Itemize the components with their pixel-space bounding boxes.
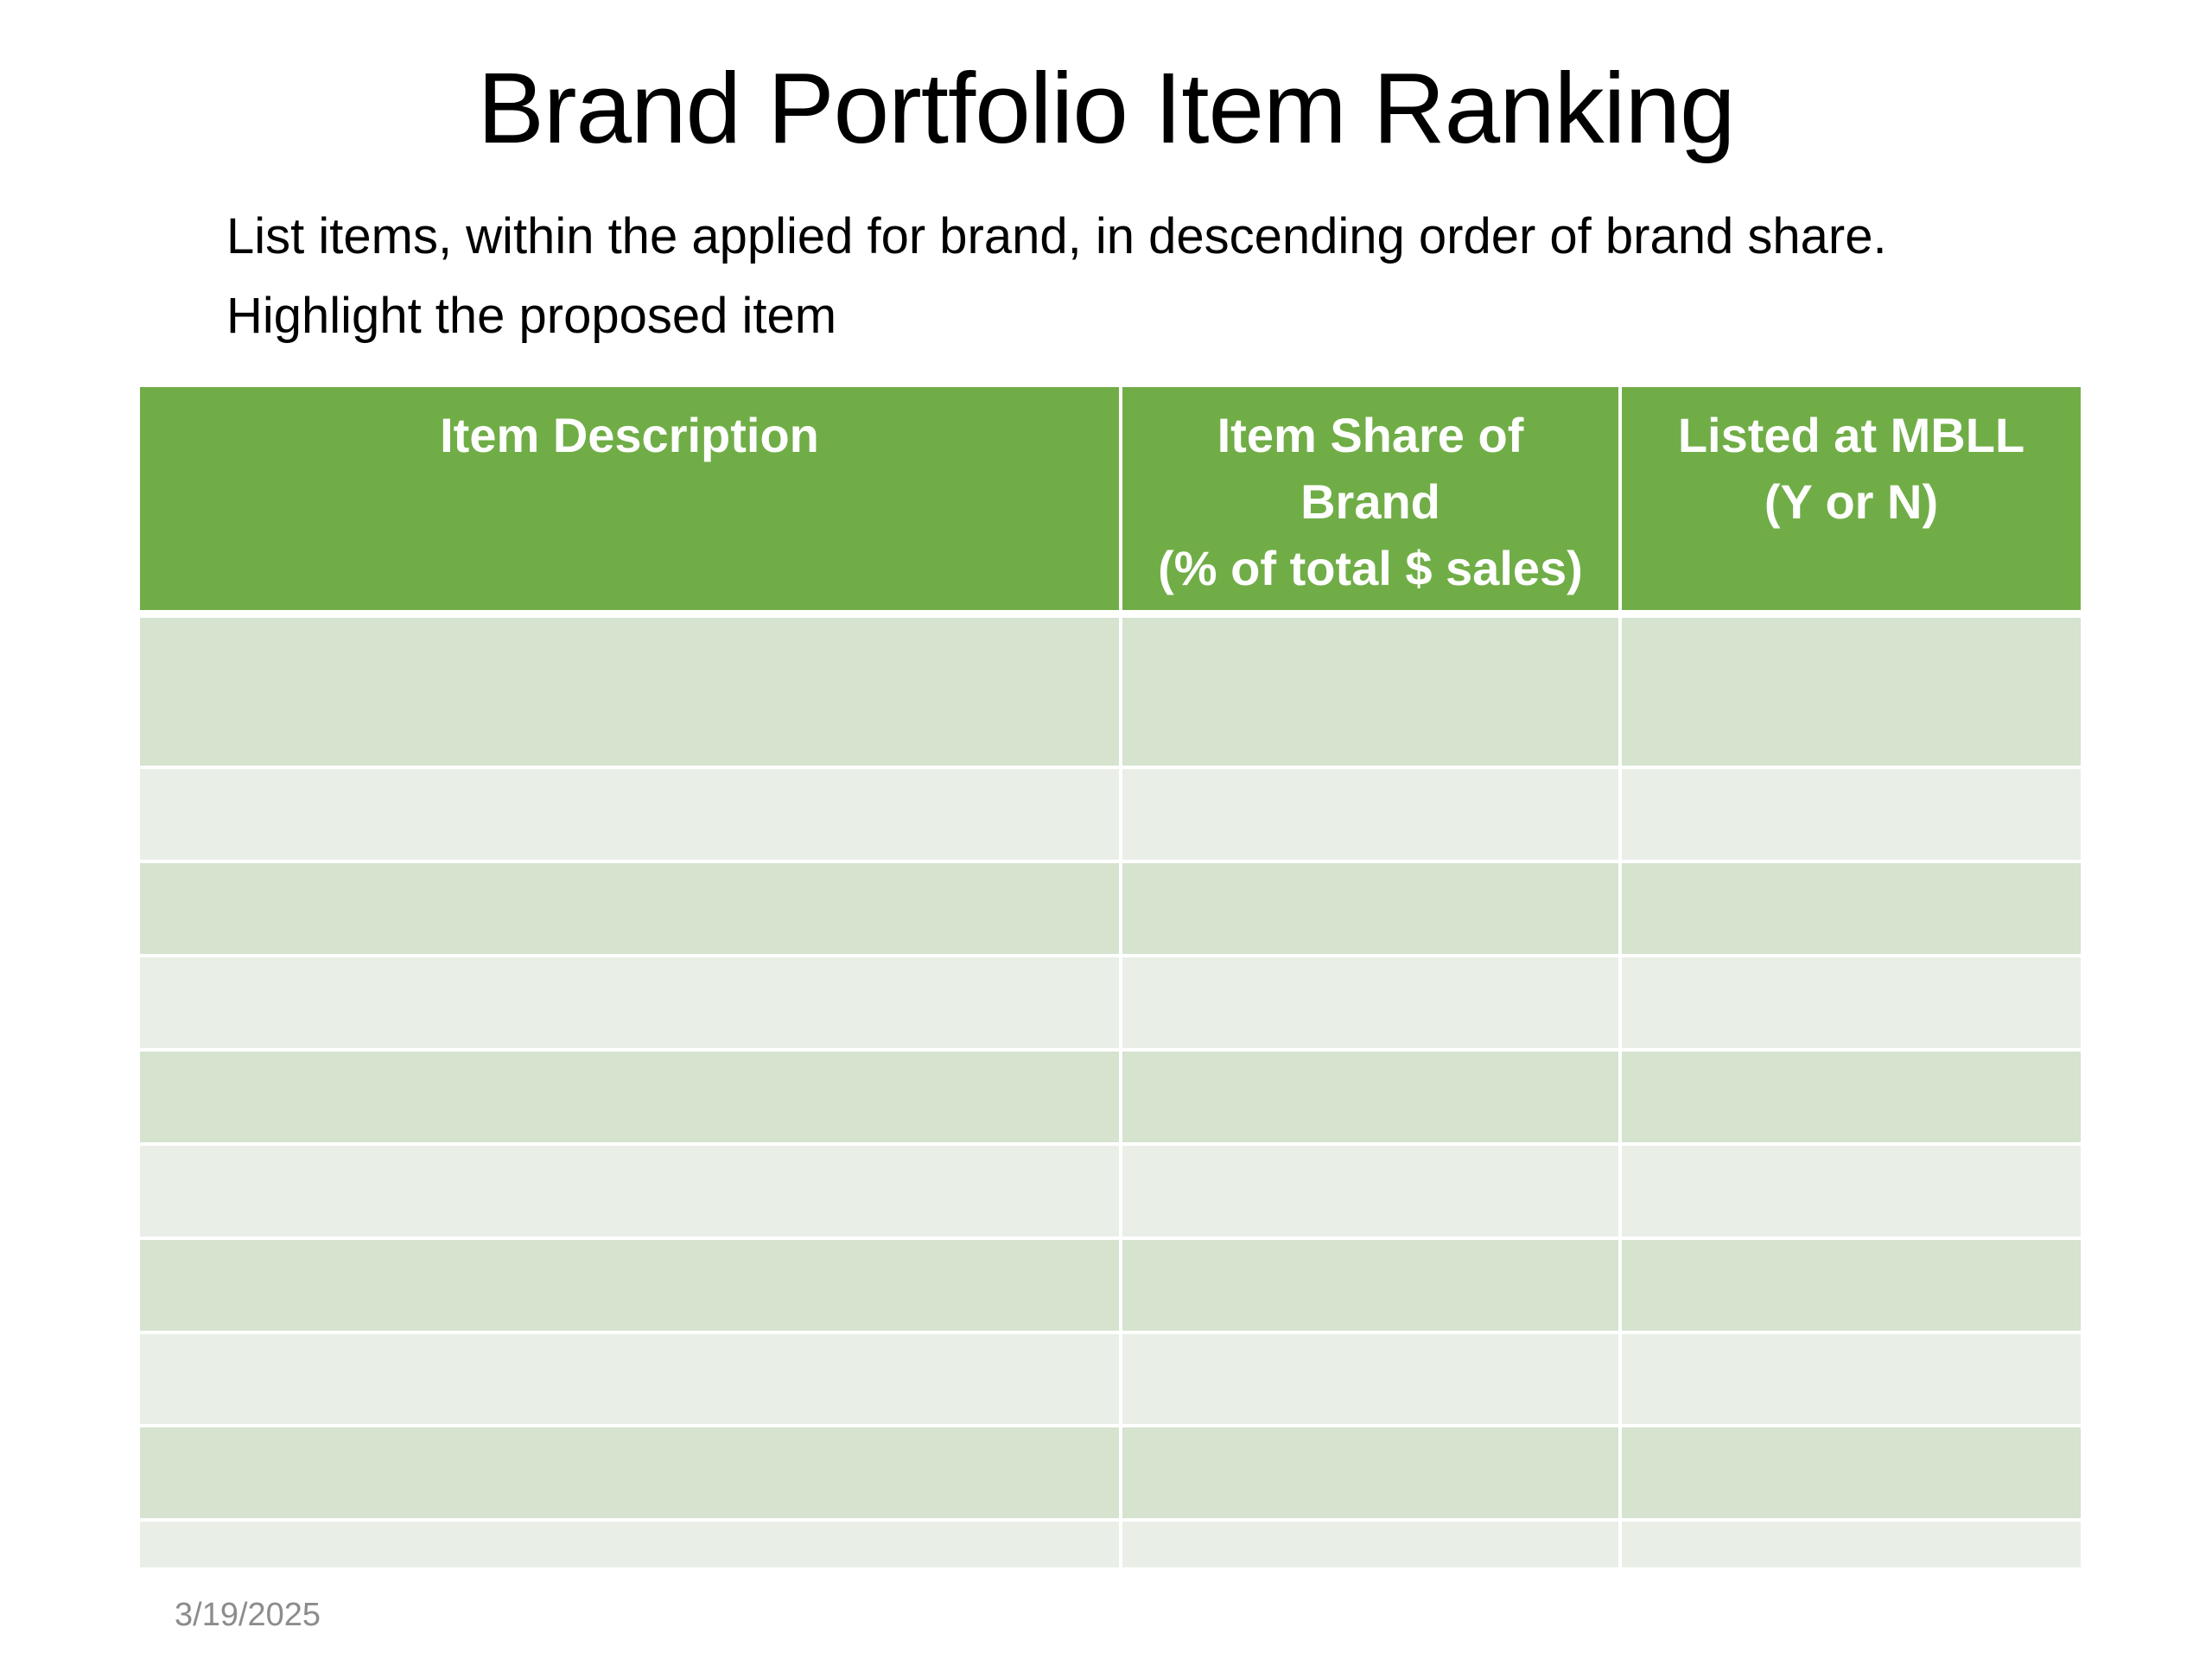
item-share-cell[interactable]: [1121, 765, 1622, 861]
table-row: [140, 953, 2081, 1050]
item-share-cell[interactable]: [1121, 1141, 1622, 1238]
item-share-cell[interactable]: [1121, 1330, 1622, 1427]
item-share-cell[interactable]: [1121, 1047, 1622, 1144]
table-header-row: Item Description Item Share of Brand (% …: [140, 387, 2081, 618]
item-description-cell[interactable]: [140, 1047, 1122, 1144]
table-row: [140, 1330, 2081, 1427]
listed-at-mbll-cell[interactable]: [1620, 1424, 2081, 1521]
listed-at-mbll-cell[interactable]: [1620, 612, 2081, 767]
instruction-line: List items, within the applied for brand…: [226, 208, 1887, 264]
listed-at-mbll-cell[interactable]: [1620, 765, 2081, 861]
item-description-cell[interactable]: [140, 1141, 1122, 1238]
item-description-cell[interactable]: [140, 612, 1122, 767]
item-description-cell[interactable]: [140, 1330, 1122, 1427]
column-header-item-description: Item Description: [140, 387, 1122, 618]
column-header-listed-at-mbll: Listed at MBLL (Y or N): [1620, 387, 2081, 618]
footer-date: 3/19/2025: [175, 1597, 321, 1633]
column-header-item-share: Item Share of Brand (% of total $ sales): [1121, 387, 1622, 618]
listed-at-mbll-cell[interactable]: [1620, 1330, 2081, 1427]
table-row: [140, 1518, 2081, 1567]
item-share-cell[interactable]: [1121, 1236, 1622, 1332]
slide-title: Brand Portfolio Item Ranking: [477, 52, 1736, 164]
item-share-cell[interactable]: [1121, 953, 1622, 1050]
header-line: Item Description: [440, 408, 819, 462]
table-row: [140, 1236, 2081, 1332]
item-description-cell[interactable]: [140, 1424, 1122, 1521]
table-row: [140, 1424, 2081, 1521]
item-ranking-table: Item Description Item Share of Brand (% …: [140, 387, 2081, 1567]
item-share-cell[interactable]: [1121, 612, 1622, 767]
item-description-cell[interactable]: [140, 859, 1122, 956]
table-row: [140, 765, 2081, 861]
table-row: [140, 1047, 2081, 1144]
table-row: [140, 612, 2081, 767]
item-share-cell[interactable]: [1121, 1518, 1622, 1567]
item-share-cell[interactable]: [1121, 859, 1622, 956]
table-row: [140, 1141, 2081, 1238]
header-line: Brand: [1300, 474, 1440, 529]
header-line: (Y or N): [1764, 474, 1939, 529]
item-description-cell[interactable]: [140, 953, 1122, 1050]
header-line: Listed at MBLL: [1677, 408, 2025, 462]
header-line: (% of total $ sales): [1158, 541, 1583, 595]
listed-at-mbll-cell[interactable]: [1620, 1236, 2081, 1332]
listed-at-mbll-cell[interactable]: [1620, 1141, 2081, 1238]
instruction-line: Highlight the proposed item: [226, 288, 837, 344]
item-share-cell[interactable]: [1121, 1424, 1622, 1521]
item-description-cell[interactable]: [140, 1518, 1122, 1567]
table-row: [140, 859, 2081, 956]
header-line: Item Share of: [1217, 408, 1524, 462]
listed-at-mbll-cell[interactable]: [1620, 859, 2081, 956]
listed-at-mbll-cell[interactable]: [1620, 1047, 2081, 1144]
table-body: [140, 612, 2081, 1567]
item-description-cell[interactable]: [140, 1236, 1122, 1332]
listed-at-mbll-cell[interactable]: [1620, 1518, 2081, 1567]
item-description-cell[interactable]: [140, 765, 1122, 861]
instructions: List items, within the applied for brand…: [226, 197, 2127, 356]
listed-at-mbll-cell[interactable]: [1620, 953, 2081, 1050]
